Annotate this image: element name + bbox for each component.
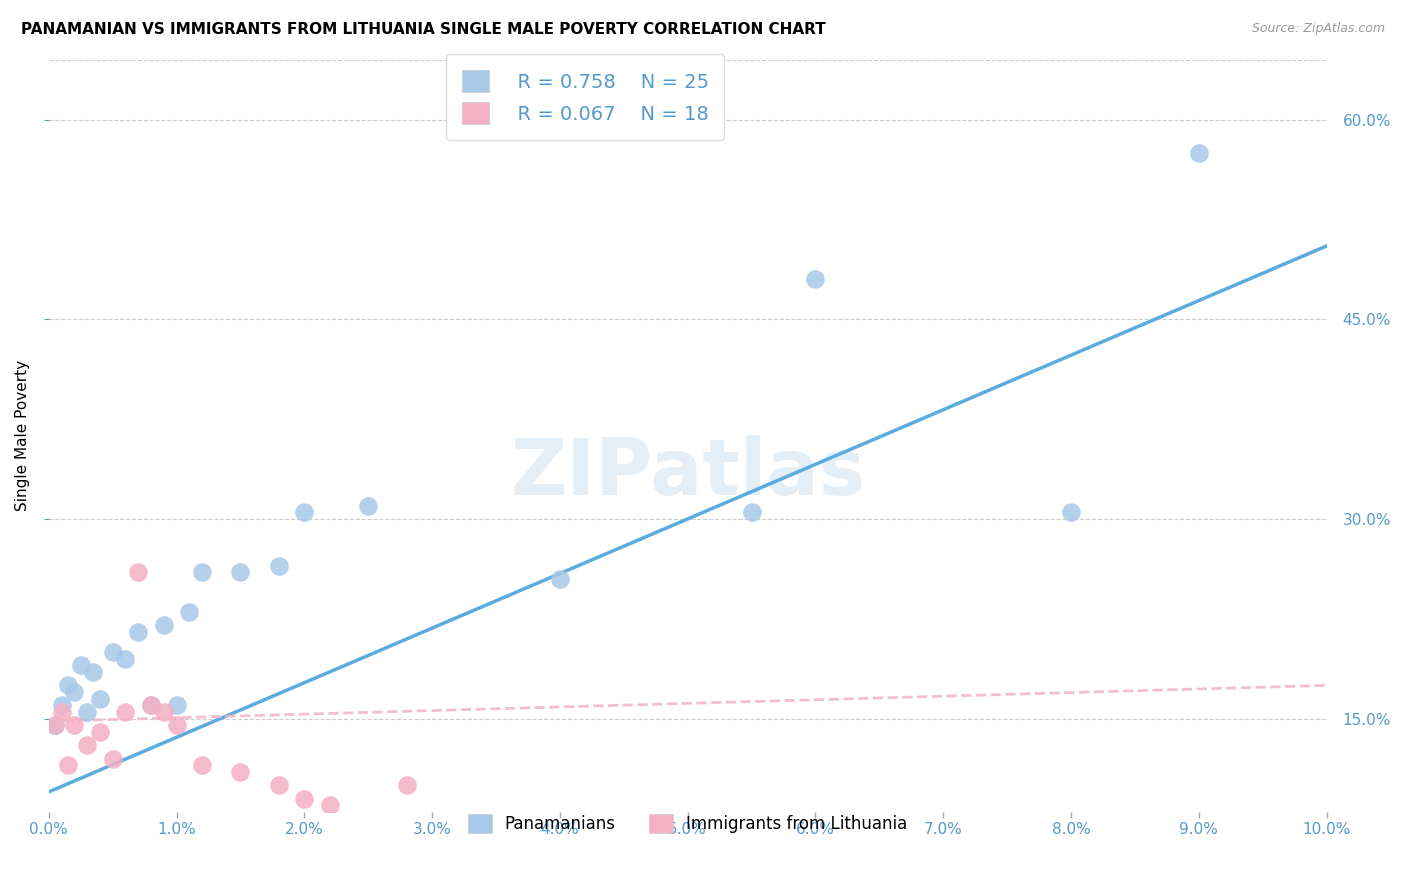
Point [357, 499, 380, 513]
Point [229, 565, 252, 579]
Point [152, 705, 174, 719]
Point [127, 625, 149, 640]
Point [56, 758, 79, 772]
Point [166, 698, 188, 713]
Point [101, 751, 124, 765]
Point [267, 778, 290, 792]
Point [395, 778, 418, 792]
Point [56, 678, 79, 692]
Point [76, 739, 98, 753]
Point [82, 665, 104, 679]
Point [51, 705, 73, 719]
Point [319, 798, 342, 813]
Point [44, 718, 66, 732]
Point [548, 572, 571, 586]
Point [76, 705, 98, 719]
Point [1188, 145, 1211, 160]
Point [114, 652, 136, 666]
Point [63, 718, 86, 732]
Text: Source: ZipAtlas.com: Source: ZipAtlas.com [1251, 22, 1385, 36]
Point [114, 705, 136, 719]
Text: ZIPatlas: ZIPatlas [510, 435, 865, 511]
Point [89, 725, 111, 739]
Point [101, 645, 124, 659]
Point [152, 618, 174, 632]
Point [804, 272, 827, 286]
Point [139, 698, 162, 713]
Point [267, 558, 290, 573]
Legend: Panamanians, Immigrants from Lithuania: Panamanians, Immigrants from Lithuania [457, 802, 918, 845]
Point [229, 764, 252, 779]
Point [191, 758, 214, 772]
Point [44, 718, 66, 732]
Point [179, 605, 201, 619]
Point [1060, 505, 1083, 519]
Point [127, 565, 149, 579]
Point [166, 718, 188, 732]
Point [63, 685, 86, 699]
Point [139, 698, 162, 713]
Point [51, 698, 73, 713]
Point [292, 791, 315, 805]
Point [191, 565, 214, 579]
Point [292, 505, 315, 519]
Text: PANAMANIAN VS IMMIGRANTS FROM LITHUANIA SINGLE MALE POVERTY CORRELATION CHART: PANAMANIAN VS IMMIGRANTS FROM LITHUANIA … [21, 22, 825, 37]
Point [89, 691, 111, 706]
Y-axis label: Single Male Poverty: Single Male Poverty [15, 360, 30, 511]
Point [69, 658, 91, 673]
Point [741, 505, 763, 519]
